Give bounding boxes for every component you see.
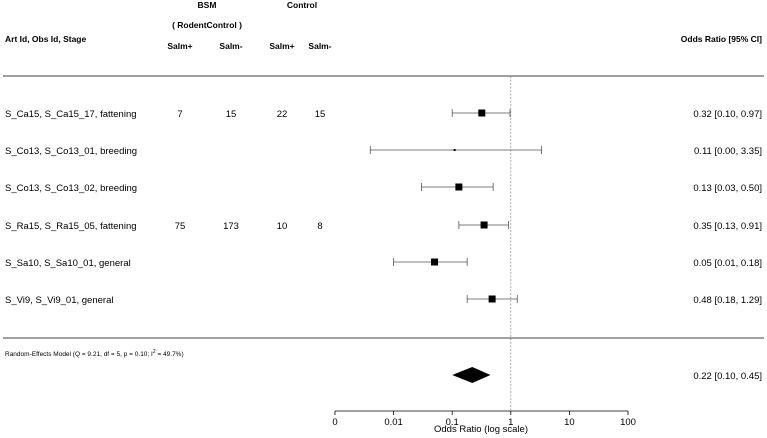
ctrl-salm-neg-value: 15 [315, 109, 326, 120]
study-label: S_Ca15, S_Ca15_17, fattening [5, 109, 137, 120]
x-axis-label: Odds Ratio (log scale) [434, 424, 528, 435]
bsm-salm-pos-header: Salm+ [167, 41, 192, 51]
x-tick-label: 1 [508, 417, 513, 428]
study-row: S_Ca15, S_Ca15_17, fattening 7 15 22 15 … [5, 109, 762, 120]
study-row: S_Co13, S_Co13_01, breeding 0.11 [0.00, … [5, 146, 762, 157]
bsm-salm-neg-value: 173 [223, 221, 239, 232]
ctrl-salm-pos-header: Salm+ [269, 41, 294, 51]
group1-header: BSM [198, 0, 217, 10]
study-row: S_Sa10, S_Sa10_01, general 0.05 [0.01, 0… [5, 258, 762, 269]
point-estimate [488, 295, 496, 303]
odds-ratio-text: 0.13 [0.03, 0.50] [693, 183, 762, 194]
summary-odds-ratio-text: 0.22 [0.10, 0.45] [693, 371, 762, 382]
study-label: S_Co13, S_Co13_01, breeding [5, 146, 137, 157]
odds-ratio-text: 0.05 [0.01, 0.18] [693, 258, 762, 269]
bsm-salm-neg-value: 15 [226, 109, 237, 120]
odds-ratio-text: 0.35 [0.13, 0.91] [693, 221, 762, 232]
odds-ratio-text: 0.48 [0.18, 1.29] [693, 295, 762, 306]
summary-label: Random-Effects Model (Q = 9.21, df = 5, … [5, 349, 184, 358]
odds-ratio-column-header: Odds Ratio [95% CI] [681, 34, 762, 44]
x-tick-label: 0 [332, 417, 337, 428]
ctrl-salm-pos-value: 22 [277, 109, 288, 120]
x-tick-label: 0.1 [446, 417, 459, 428]
study-label: S_Co13, S_Co13_02, breeding [5, 183, 137, 194]
point-estimate [480, 221, 488, 229]
study-row: S_Co13, S_Co13_02, breeding 0.13 [0.03, … [5, 183, 762, 194]
bsm-salm-pos-value: 75 [175, 221, 186, 232]
point-estimate [478, 109, 486, 117]
point-estimate [431, 258, 439, 266]
ctrl-salm-neg-value: 8 [317, 221, 322, 232]
group2-header: Control [287, 0, 317, 10]
study-row: S_Ra15, S_Ra15_05, fattening 75 173 10 8… [5, 221, 762, 232]
study-column-header: Art Id, Obs Id, Stage [5, 34, 87, 44]
study-label: S_Vi9, S_Vi9_01, general [5, 295, 113, 306]
plot-marks [369, 109, 542, 383]
odds-ratio-text: 0.32 [0.10, 0.97] [693, 109, 762, 120]
x-tick-label: 100 [620, 417, 636, 428]
x-tick-label: 0.01 [384, 417, 403, 428]
point-estimate [453, 149, 456, 151]
point-estimate [455, 183, 463, 191]
study-label: S_Ra15, S_Ra15_05, fattening [5, 221, 137, 232]
odds-ratio-text: 0.11 [0.00, 3.35] [694, 146, 762, 157]
bsm-salm-neg-header: Salm- [219, 41, 242, 51]
summary-diamond [452, 367, 491, 383]
ctrl-salm-neg-header: Salm- [308, 41, 331, 51]
x-tick-label: 10 [564, 417, 575, 428]
ctrl-salm-pos-value: 10 [277, 221, 288, 232]
group1-subheader: ( RodentControl ) [172, 20, 242, 30]
study-row: S_Vi9, S_Vi9_01, general 0.48 [0.18, 1.2… [5, 295, 762, 306]
bsm-salm-pos-value: 7 [177, 109, 182, 120]
x-axis-ticks: 0 0.01 0.1 1 10 100 [332, 411, 636, 428]
study-label: S_Sa10, S_Sa10_01, general [5, 258, 131, 269]
